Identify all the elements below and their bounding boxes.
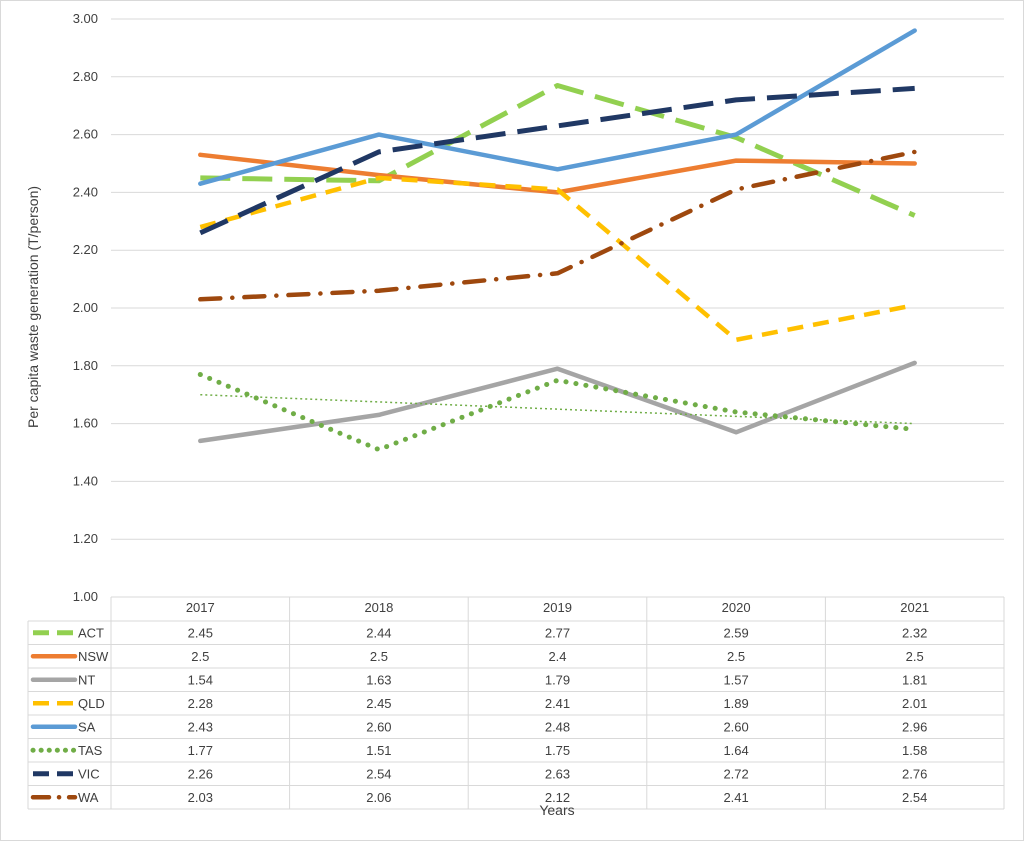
series-line-sa — [198, 28, 917, 186]
data-label: 2.41 — [723, 790, 748, 805]
data-label: 2.4 — [548, 649, 566, 664]
series-line-tas — [197, 372, 918, 453]
x-tick-label: 2019 — [543, 600, 572, 615]
legend-label: QLD — [78, 696, 105, 711]
data-label: 2.26 — [188, 766, 213, 781]
data-label: 1.89 — [723, 696, 748, 711]
data-label: 2.76 — [902, 766, 927, 781]
data-label: 1.81 — [902, 672, 927, 687]
data-label: 2.54 — [902, 790, 927, 805]
trendline-tas — [200, 393, 915, 425]
data-label: 1.63 — [366, 672, 391, 687]
data-label: 2.60 — [366, 719, 391, 734]
series-line-vic — [199, 85, 915, 236]
legend-label: ACT — [78, 625, 104, 640]
y-tick-label: 1.60 — [73, 416, 98, 431]
data-label: 2.5 — [727, 649, 745, 664]
gridlines — [111, 18, 1004, 540]
data-label: 2.28 — [188, 696, 213, 711]
data-label: 1.64 — [723, 743, 748, 758]
legend-label: NSW — [78, 649, 109, 664]
series-lines — [197, 28, 918, 453]
data-label: 2.45 — [366, 696, 391, 711]
data-label: 1.54 — [188, 672, 213, 687]
data-label: 2.96 — [902, 719, 927, 734]
y-tick-label: 2.20 — [73, 242, 98, 257]
y-tick-label: 2.80 — [73, 69, 98, 84]
series-line-nt — [198, 360, 917, 444]
legend-label: NT — [78, 672, 95, 687]
x-tick-label: 2021 — [900, 600, 929, 615]
data-label: 2.59 — [723, 625, 748, 640]
legend-label: WA — [78, 790, 99, 805]
y-tick-label: 1.80 — [73, 358, 98, 373]
data-label: 2.54 — [366, 766, 391, 781]
data-label: 1.51 — [366, 743, 391, 758]
series-line-wa — [198, 149, 917, 302]
data-label: 2.5 — [191, 649, 209, 664]
data-label: 2.77 — [545, 625, 570, 640]
y-tick-label: 2.60 — [73, 127, 98, 142]
legend-label: VIC — [78, 766, 100, 781]
x-tick-label: 2018 — [364, 600, 393, 615]
y-tick-label: 1.20 — [73, 531, 98, 546]
x-tick-label: 2020 — [722, 600, 751, 615]
data-label: 2.12 — [545, 790, 570, 805]
data-label: 1.58 — [902, 743, 927, 758]
data-label: 2.60 — [723, 719, 748, 734]
y-axis-title: Per capita waste generation (T/person) — [25, 186, 41, 428]
data-label: 2.45 — [188, 625, 213, 640]
data-label: 2.48 — [545, 719, 570, 734]
data-label: 1.79 — [545, 672, 570, 687]
data-label: 2.63 — [545, 766, 570, 781]
data-table: 2017 2018 2019 2020 2021 ACT 2.45 2.44 2.77 2.59 2… — [27, 596, 1005, 810]
data-label: 1.77 — [188, 743, 213, 758]
legend-label: TAS — [78, 743, 103, 758]
data-label: 2.5 — [370, 649, 388, 664]
y-axis-ticks: 1.00 1.20 1.40 1.60 1.80 2.00 2.20 2.40 2.60 2.80… — [73, 11, 98, 604]
data-label: 2.06 — [366, 790, 391, 805]
y-tick-label: 1.40 — [73, 473, 98, 488]
data-label: 2.43 — [188, 719, 213, 734]
data-label: 2.5 — [906, 649, 924, 664]
data-label: 2.32 — [902, 625, 927, 640]
data-label: 1.57 — [723, 672, 748, 687]
x-tick-label: 2017 — [186, 600, 215, 615]
data-label: 2.01 — [902, 696, 927, 711]
data-label: 2.03 — [188, 790, 213, 805]
y-tick-label: 2.00 — [73, 300, 98, 315]
series-line-qld — [199, 175, 916, 343]
y-tick-label: 3.00 — [73, 11, 98, 26]
data-label: 2.72 — [723, 766, 748, 781]
data-label: 1.75 — [545, 743, 570, 758]
y-tick-label: 1.00 — [73, 589, 98, 604]
data-label: 2.41 — [545, 696, 570, 711]
y-tick-label: 2.40 — [73, 184, 98, 199]
data-label: 2.44 — [366, 625, 391, 640]
legend-label: SA — [78, 719, 96, 734]
x-axis-title: Years — [539, 802, 574, 818]
